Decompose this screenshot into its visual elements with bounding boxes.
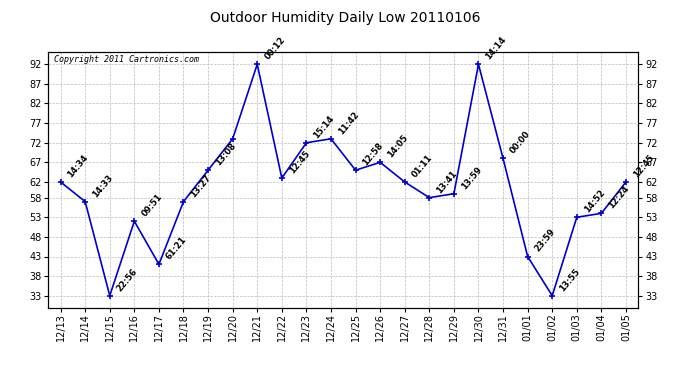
Text: 01:11: 01:11	[411, 153, 435, 179]
Text: 12:45: 12:45	[287, 149, 312, 175]
Text: 13:27: 13:27	[189, 172, 213, 199]
Text: 22:56: 22:56	[115, 267, 139, 293]
Text: 12:58: 12:58	[361, 141, 385, 167]
Text: 11:42: 11:42	[337, 110, 361, 136]
Text: 13:08: 13:08	[214, 141, 237, 167]
Text: 12:24: 12:24	[607, 184, 631, 211]
Text: 13:55: 13:55	[558, 267, 582, 293]
Text: Outdoor Humidity Daily Low 20110106: Outdoor Humidity Daily Low 20110106	[210, 11, 480, 25]
Text: 13:59: 13:59	[460, 165, 484, 191]
Text: 61:21: 61:21	[164, 235, 188, 262]
Text: 14:34: 14:34	[66, 153, 90, 179]
Text: 13:41: 13:41	[435, 169, 459, 195]
Text: 14:52: 14:52	[582, 188, 607, 214]
Text: 14:05: 14:05	[386, 133, 410, 160]
Text: 09:51: 09:51	[140, 192, 164, 218]
Text: 00:00: 00:00	[509, 130, 533, 156]
Text: Copyright 2011 Cartronics.com: Copyright 2011 Cartronics.com	[55, 55, 199, 64]
Text: 14:14: 14:14	[484, 35, 509, 62]
Text: 23:59: 23:59	[533, 228, 558, 254]
Text: 12:45: 12:45	[631, 153, 656, 179]
Text: 00:12: 00:12	[263, 35, 287, 62]
Text: 14:33: 14:33	[90, 172, 115, 199]
Text: 15:14: 15:14	[312, 114, 336, 140]
